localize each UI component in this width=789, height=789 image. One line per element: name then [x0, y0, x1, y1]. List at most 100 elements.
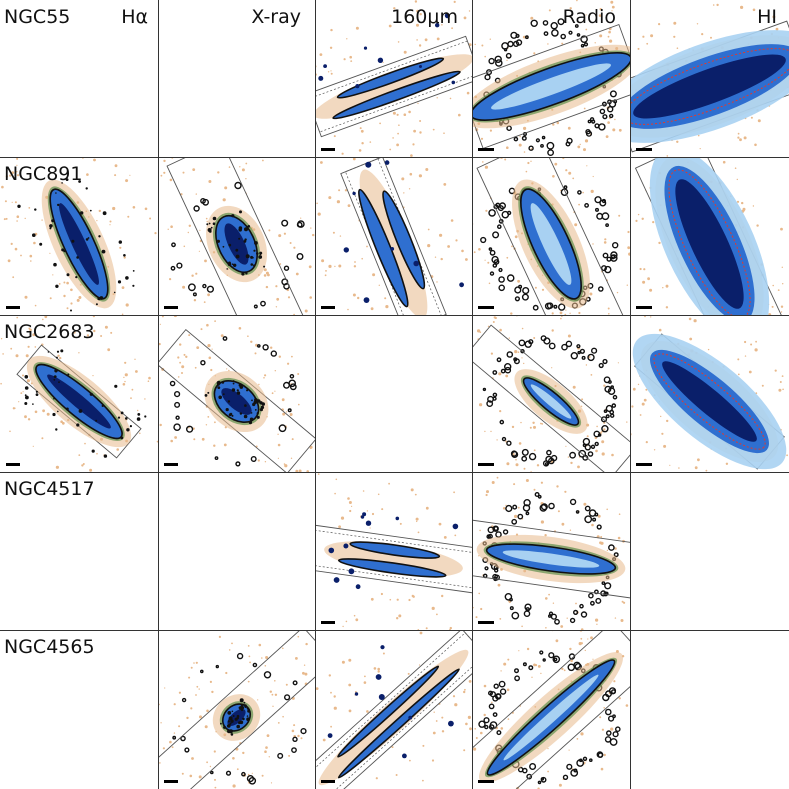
noise-speck: [565, 309, 567, 311]
noise-speck: [771, 305, 774, 308]
noise-speck: [207, 344, 211, 348]
noise-speck: [277, 722, 280, 724]
artefact-dot: [521, 135, 527, 141]
noise-speck: [436, 281, 438, 283]
artefact-dot: [175, 415, 180, 420]
noise-speck: [782, 283, 784, 285]
hi-contour: [668, 169, 751, 315]
dark-knot: [245, 272, 248, 275]
ir-knot: [348, 568, 355, 575]
panel-ngc55-1: X-ray: [158, 0, 315, 157]
noise-speck: [196, 685, 199, 688]
noise-speck: [34, 346, 37, 348]
noise-speck: [514, 350, 518, 354]
noise-speck: [60, 420, 63, 423]
artefact-dot: [594, 512, 599, 517]
noise-speck: [373, 667, 377, 670]
artefact-dot: [292, 680, 298, 686]
noise-speck: [567, 456, 570, 458]
noise-speck: [521, 327, 524, 330]
noise-speck: [479, 529, 481, 532]
noise-speck: [16, 164, 18, 166]
noise-speck: [637, 383, 640, 386]
dark-knot: [227, 711, 232, 715]
noise-speck: [623, 601, 626, 604]
noise-speck: [214, 786, 217, 789]
noise-speck: [443, 536, 447, 539]
noise-speck: [213, 750, 216, 753]
noise-speck: [598, 14, 602, 17]
noise-speck: [272, 705, 274, 707]
noise-speck: [652, 221, 655, 224]
noise-speck: [401, 177, 405, 181]
noise-speck: [511, 425, 515, 429]
noise-speck: [298, 469, 302, 472]
noise-speck: [520, 421, 522, 424]
artefact-dot: [569, 498, 577, 506]
artefact-dot: [494, 574, 501, 581]
dark-knot: [250, 263, 254, 266]
noise-speck: [658, 241, 661, 245]
dark-knot: [206, 223, 209, 226]
artefact-dot: [598, 362, 604, 369]
noise-speck: [532, 421, 535, 424]
artefact-dot: [497, 205, 504, 212]
noise-speck: [572, 177, 575, 180]
artefact-dot: [548, 614, 552, 618]
dark-knot: [32, 403, 34, 405]
noise-speck: [627, 230, 630, 234]
artefact-dot: [253, 304, 258, 309]
noise-speck: [399, 522, 402, 525]
artefact-dot: [513, 357, 518, 362]
band-label: Hα: [121, 6, 148, 28]
dark-knot: [102, 211, 107, 216]
noise-speck: [583, 107, 586, 110]
noise-speck: [521, 357, 523, 359]
scale-bar: [6, 463, 20, 466]
artefact-dot: [502, 529, 509, 535]
panel-image: [160, 157, 315, 315]
dark-knot: [231, 214, 235, 218]
ir-knot: [408, 715, 413, 720]
noise-speck: [214, 320, 216, 322]
artefact-dot: [278, 424, 287, 433]
dark-knot: [218, 395, 222, 400]
noise-speck: [705, 469, 708, 472]
panel-ngc4517-1: [158, 472, 315, 630]
noise-speck: [304, 309, 308, 313]
noise-speck: [722, 160, 726, 164]
ir-knot: [365, 520, 372, 526]
noise-speck: [548, 9, 551, 12]
noise-speck: [489, 129, 492, 132]
dark-knot: [246, 389, 249, 392]
noise-speck: [603, 428, 606, 431]
noise-speck: [177, 356, 180, 359]
noise-speck: [556, 121, 560, 125]
noise-speck: [473, 747, 477, 751]
noise-speck: [560, 315, 563, 317]
artefact-dot: [568, 30, 573, 35]
noise-speck: [135, 370, 138, 373]
dark-knot: [35, 393, 39, 396]
noise-speck: [696, 23, 699, 25]
noise-speck: [73, 331, 76, 334]
noise-speck: [16, 157, 19, 160]
artefact-dot: [492, 370, 498, 375]
noise-speck: [347, 204, 351, 207]
noise-speck: [577, 465, 580, 469]
artefact-dot: [200, 360, 206, 366]
artefact-dot: [522, 662, 527, 667]
noise-speck: [557, 510, 560, 513]
emission-map: [160, 157, 315, 315]
noise-speck: [287, 362, 290, 365]
noise-speck: [580, 732, 584, 736]
noise-speck: [263, 377, 265, 379]
noise-speck: [291, 438, 294, 441]
artefact-dot: [553, 304, 558, 309]
noise-speck: [736, 178, 738, 181]
noise-speck: [527, 161, 530, 165]
emission-map: [472, 476, 630, 630]
noise-speck: [522, 35, 526, 39]
noise-speck: [611, 10, 613, 12]
artefact-dot: [584, 515, 593, 524]
